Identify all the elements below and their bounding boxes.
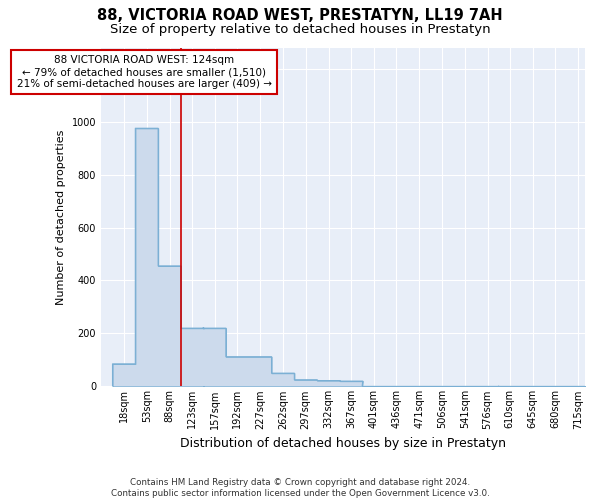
Text: 88 VICTORIA ROAD WEST: 124sqm
← 79% of detached houses are smaller (1,510)
21% o: 88 VICTORIA ROAD WEST: 124sqm ← 79% of d… [17, 56, 272, 88]
Text: 88, VICTORIA ROAD WEST, PRESTATYN, LL19 7AH: 88, VICTORIA ROAD WEST, PRESTATYN, LL19 … [97, 8, 503, 22]
Text: Contains HM Land Registry data © Crown copyright and database right 2024.
Contai: Contains HM Land Registry data © Crown c… [110, 478, 490, 498]
Text: Size of property relative to detached houses in Prestatyn: Size of property relative to detached ho… [110, 22, 490, 36]
Y-axis label: Number of detached properties: Number of detached properties [56, 130, 66, 304]
X-axis label: Distribution of detached houses by size in Prestatyn: Distribution of detached houses by size … [180, 437, 506, 450]
